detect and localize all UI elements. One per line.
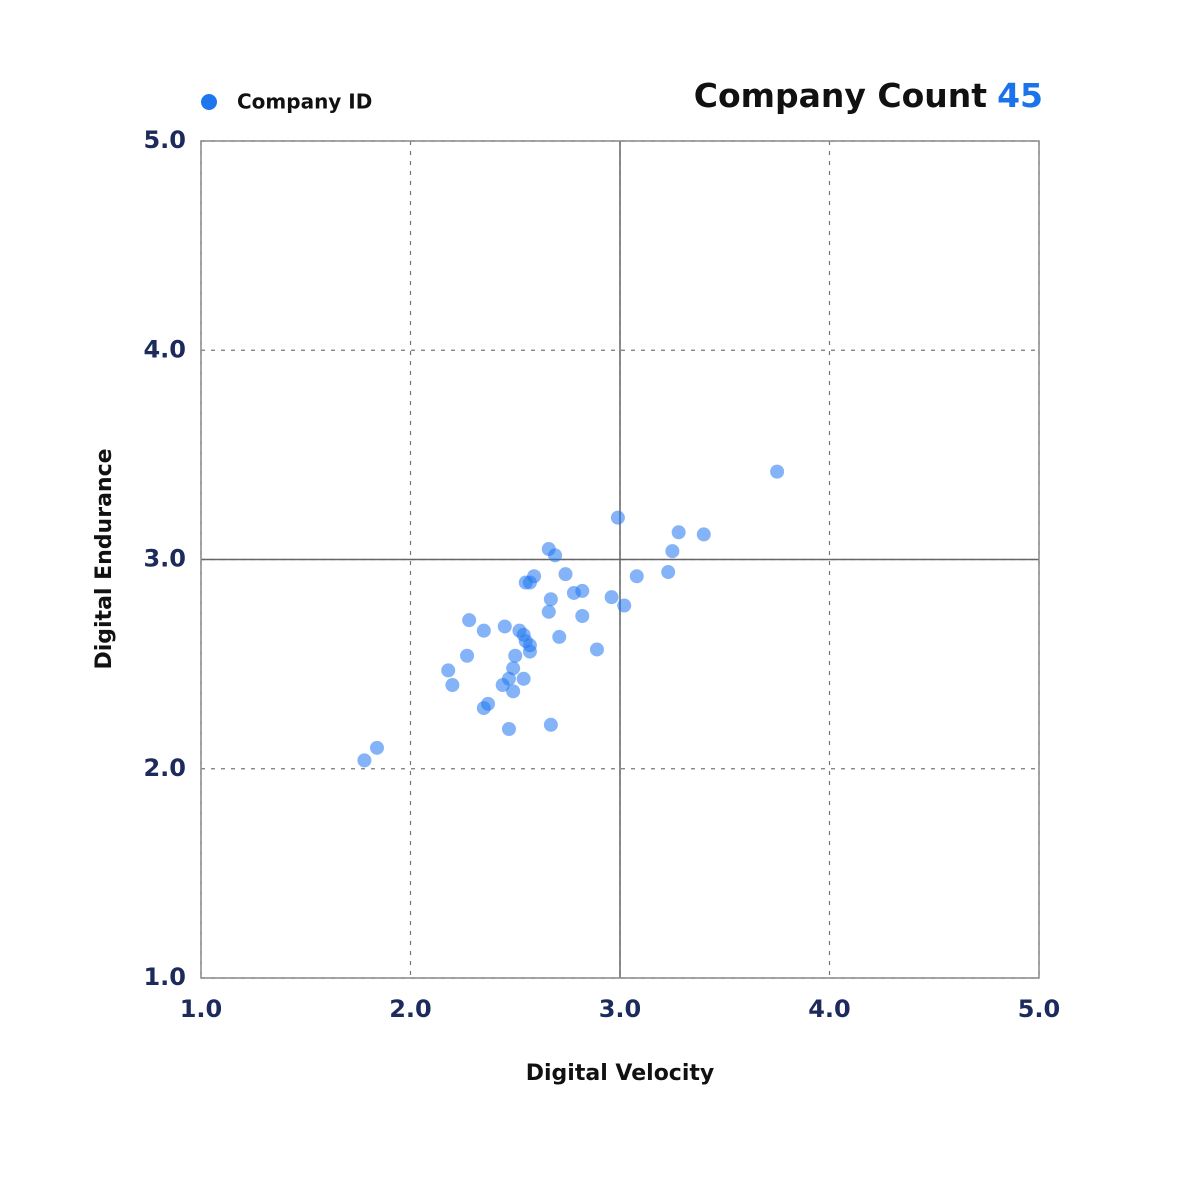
point	[460, 648, 475, 663]
y-tick-label: 3.0	[143, 545, 186, 573]
point	[604, 590, 619, 605]
point	[629, 569, 644, 584]
point	[357, 753, 372, 768]
point	[506, 684, 521, 699]
y-tick-label: 2.0	[143, 754, 186, 782]
point	[369, 740, 384, 755]
x-tick-label: 5.0	[1018, 995, 1061, 1023]
x-tick-label: 1.0	[180, 995, 223, 1023]
legend-marker	[201, 94, 217, 110]
point	[617, 598, 632, 613]
plot-frame	[200, 140, 1040, 979]
point	[508, 648, 523, 663]
y-tick-label: 4.0	[143, 335, 186, 363]
legend-label: Company ID	[237, 90, 372, 114]
point	[522, 575, 537, 590]
point	[441, 663, 456, 678]
point	[548, 548, 563, 563]
point	[671, 525, 686, 540]
point	[610, 510, 625, 525]
point	[558, 567, 573, 582]
point	[501, 721, 516, 736]
point	[543, 592, 558, 607]
point	[665, 544, 680, 559]
point	[552, 629, 567, 644]
point	[661, 565, 676, 580]
title-text: Company Count	[694, 76, 988, 115]
title-count: 45	[997, 76, 1043, 115]
point	[522, 644, 537, 659]
point	[541, 604, 556, 619]
point	[543, 717, 558, 732]
point	[516, 671, 531, 686]
point	[476, 623, 491, 638]
x-axis-label: Digital Velocity	[526, 1061, 715, 1086]
y-tick-label: 1.0	[143, 963, 186, 991]
y-axis-label: Digital Endurance	[92, 448, 117, 669]
x-tick-label: 2.0	[389, 995, 432, 1023]
point	[696, 527, 711, 542]
point	[495, 678, 510, 693]
point	[566, 585, 581, 600]
chart-title: Company Count 45	[694, 76, 1043, 115]
point	[445, 678, 460, 693]
point	[770, 464, 785, 479]
x-tick-label: 3.0	[599, 995, 642, 1023]
point	[589, 642, 604, 657]
point	[497, 619, 512, 634]
point	[575, 608, 590, 623]
point	[462, 613, 477, 628]
x-tick-label: 4.0	[808, 995, 851, 1023]
point	[476, 701, 491, 716]
y-tick-label: 5.0	[143, 126, 186, 154]
